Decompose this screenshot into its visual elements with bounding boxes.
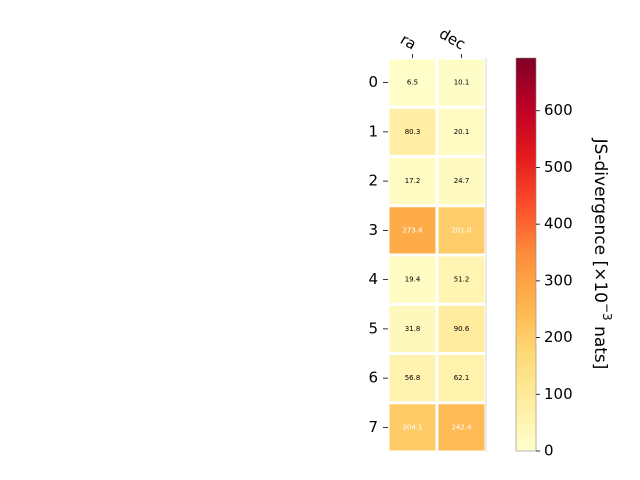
colorbar-gradient bbox=[515, 57, 537, 452]
cell-value-label: 31.8 bbox=[405, 325, 421, 333]
colorbar-ticks: 0 100 200 300 400 500 600 bbox=[536, 101, 573, 460]
cell-value-label: 24.7 bbox=[454, 177, 470, 185]
heatmap-cell bbox=[438, 355, 485, 402]
cell-value-label: 90.6 bbox=[454, 325, 470, 333]
cell-value-label: 62.1 bbox=[454, 374, 470, 382]
cell-value-label: 242.4 bbox=[451, 423, 472, 431]
row-label: 6 bbox=[368, 369, 378, 387]
heatmap-cell bbox=[438, 404, 485, 451]
heatmap-cell bbox=[438, 158, 485, 205]
cell-value-label: 6.5 bbox=[407, 79, 418, 87]
heatmap-cell bbox=[389, 404, 436, 451]
cell-value-label: 201.0 bbox=[451, 226, 471, 234]
cell-value-label: 10.1 bbox=[454, 79, 470, 87]
row-label: 1 bbox=[368, 122, 378, 140]
heatmap-cell bbox=[389, 158, 436, 205]
cell-value-label: 20.1 bbox=[454, 128, 470, 136]
colorbar-tick-label: 0 bbox=[544, 442, 554, 460]
cell-value-label: 56.8 bbox=[405, 374, 421, 382]
heatmap-cell bbox=[389, 207, 436, 254]
row-label: 3 bbox=[368, 221, 378, 239]
heatmap-cell bbox=[389, 355, 436, 402]
cell-value-label: 19.4 bbox=[405, 276, 421, 284]
colorbar-label: JS-divergence [×10−3 nats] bbox=[590, 138, 615, 370]
cell-value-label: 204.1 bbox=[402, 423, 422, 431]
cell-value-label: 51.2 bbox=[454, 276, 470, 284]
heatmap-cells: 6.5 10.1 80.3 20.1 17.2 24.7 273.4 201.0 19.4 51.… bbox=[388, 58, 487, 452]
column-label: ra bbox=[397, 30, 419, 53]
colorbar-tick-label: 200 bbox=[544, 328, 573, 346]
colorbar-tick-label: 300 bbox=[544, 271, 573, 289]
heatmap-cell bbox=[389, 108, 436, 155]
heatmap-cell bbox=[438, 108, 485, 155]
cell-value-label: 273.4 bbox=[402, 226, 423, 234]
colorbar-label-suffix: nats] bbox=[590, 321, 610, 370]
colorbar-label-exponent: −3 bbox=[601, 303, 615, 321]
row-label: 0 bbox=[368, 73, 378, 91]
heatmap-cell bbox=[389, 256, 436, 303]
column-labels: ra dec bbox=[397, 24, 469, 58]
colorbar-tick-label: 400 bbox=[544, 215, 573, 233]
colorbar: 0 100 200 300 400 500 600 JS-divergence [×10−3… bbox=[515, 57, 615, 460]
heatmap-cell bbox=[438, 207, 485, 254]
row-labels: 0 1 2 3 4 5 6 7 bbox=[368, 73, 388, 436]
column-label: dec bbox=[436, 24, 468, 53]
colorbar-tick-label: 600 bbox=[544, 101, 573, 119]
colorbar-tick-label: 500 bbox=[544, 158, 573, 176]
row-label: 5 bbox=[368, 319, 378, 337]
heatmap-cell bbox=[438, 305, 485, 352]
row-label: 4 bbox=[368, 270, 378, 288]
cell-value-label: 80.3 bbox=[405, 128, 421, 136]
heatmap-cell bbox=[438, 59, 485, 106]
colorbar-tick-label: 100 bbox=[544, 385, 573, 403]
heatmap-cell bbox=[389, 305, 436, 352]
heatmap-cell bbox=[438, 256, 485, 303]
colorbar-label-prefix: JS-divergence [×10 bbox=[590, 138, 610, 303]
cell-value-label: 17.2 bbox=[405, 177, 421, 185]
row-label: 7 bbox=[368, 418, 378, 436]
heatmap-cell bbox=[389, 59, 436, 106]
row-label: 2 bbox=[368, 172, 378, 190]
